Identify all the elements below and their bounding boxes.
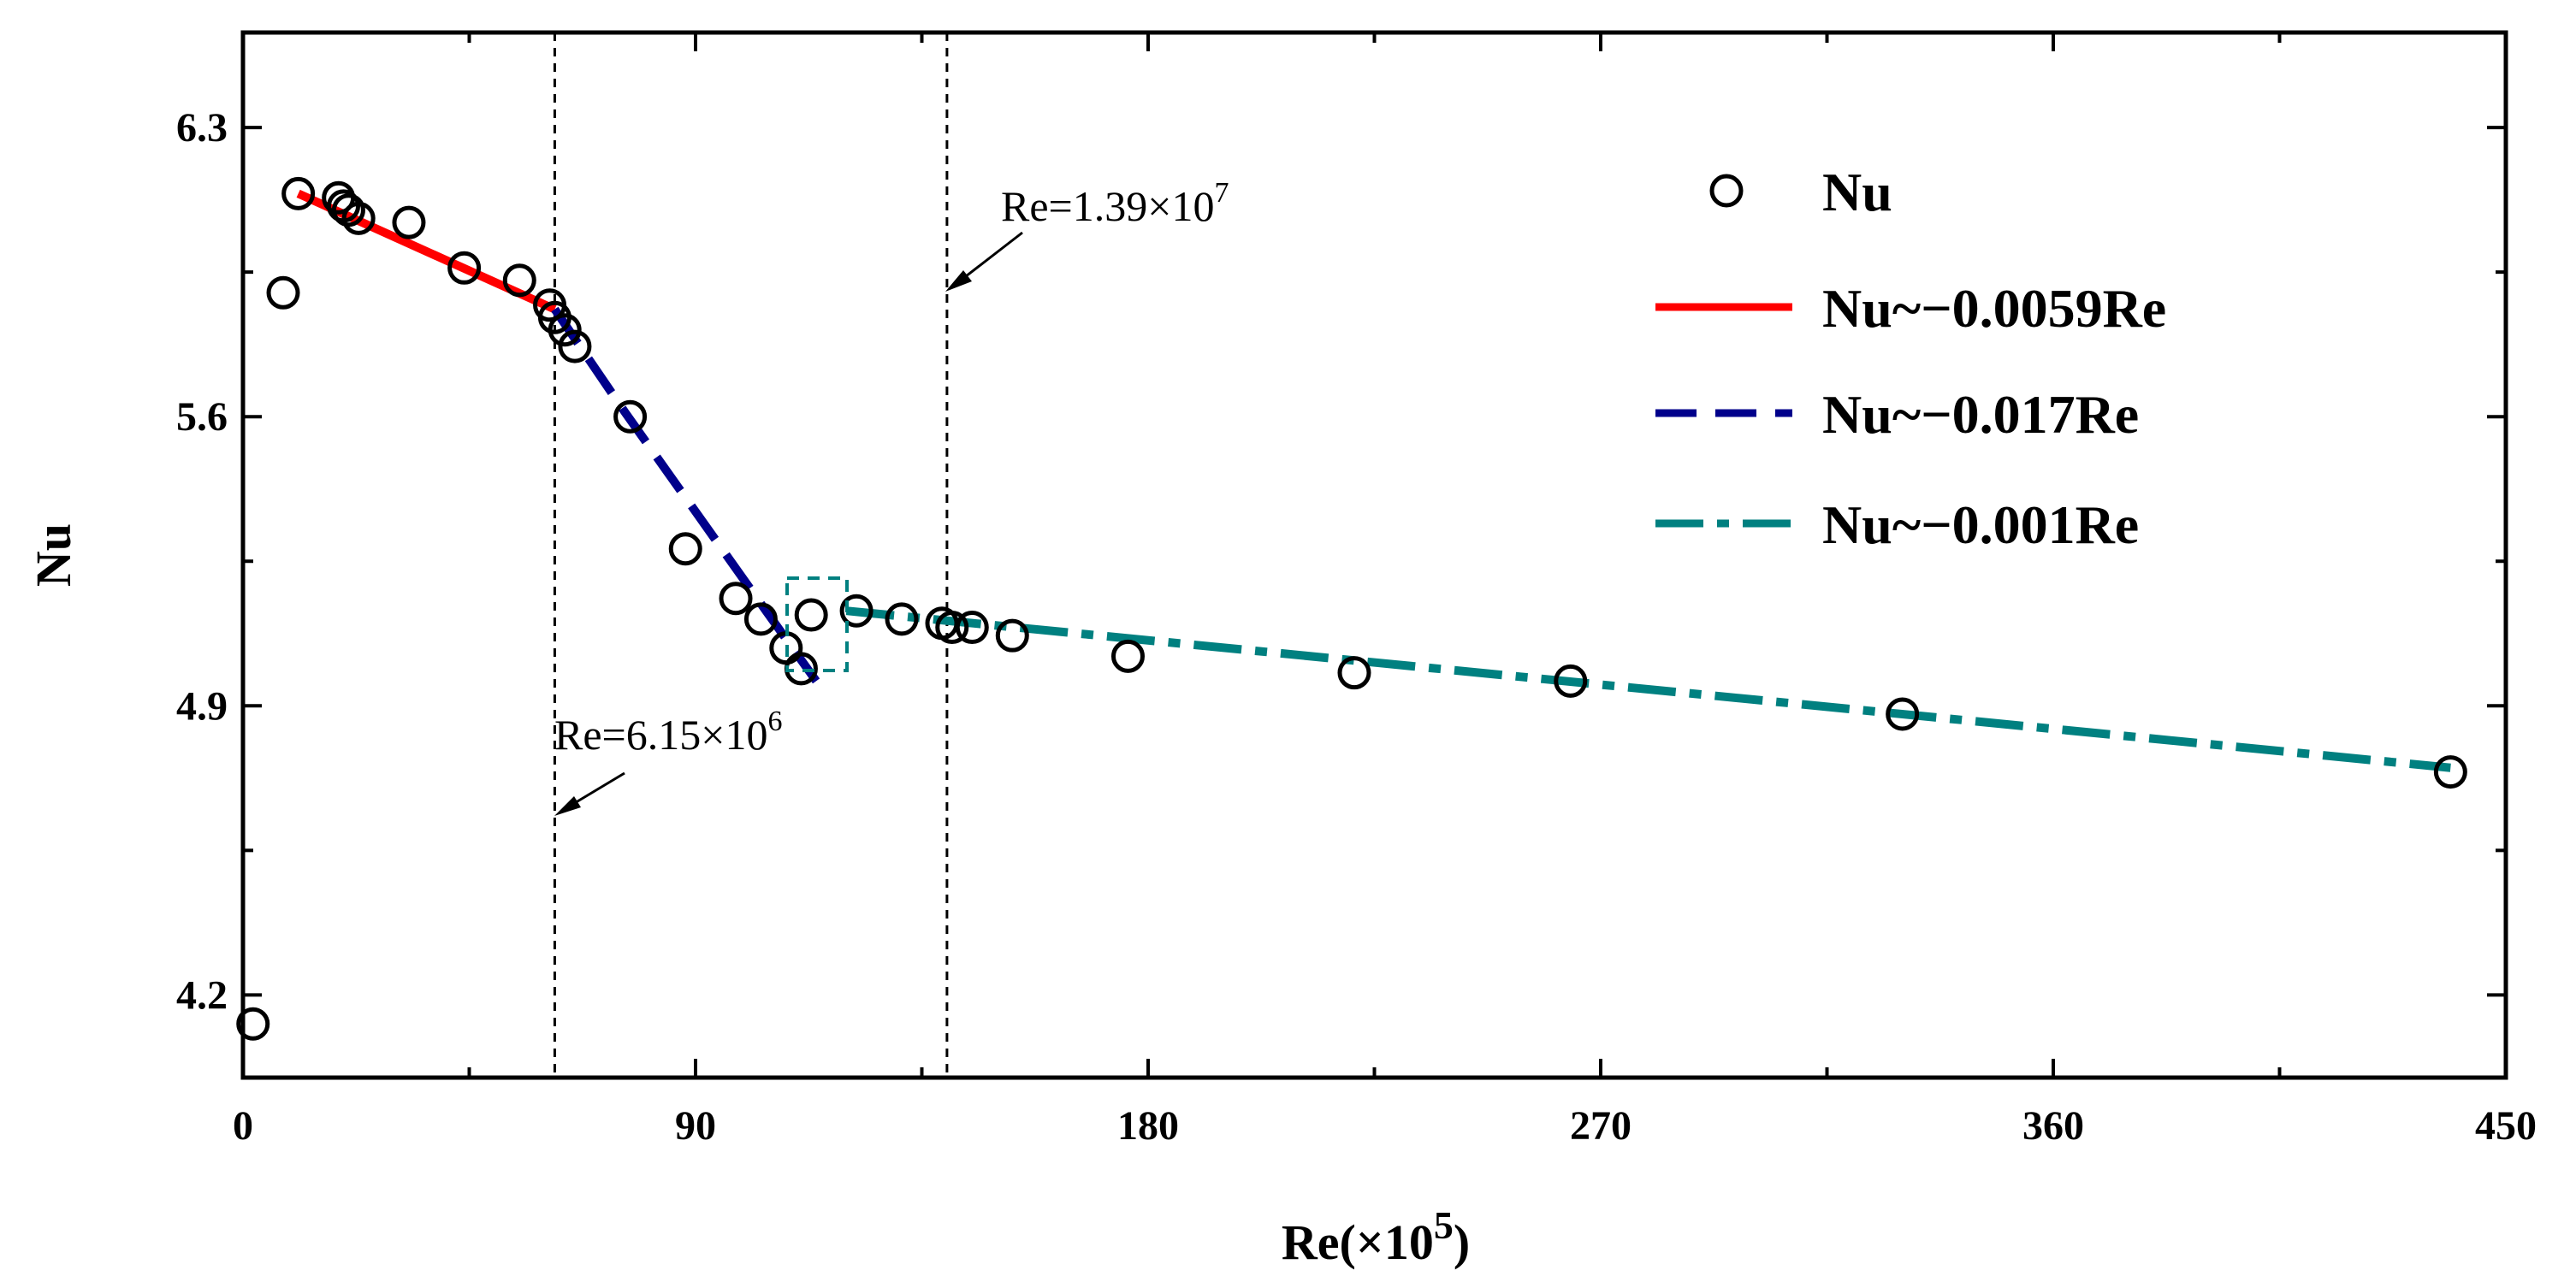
data-point	[548, 313, 582, 347]
legend-label-nu: Nu	[1822, 162, 1892, 222]
data-point	[719, 582, 753, 616]
vertical-markers	[553, 32, 949, 1078]
legend-label-fit3: Nu~−0.001Re	[1822, 494, 2139, 555]
fit-line-3	[845, 606, 2451, 772]
data-point	[935, 611, 969, 645]
x-axis-title: Re(×105)	[1282, 1203, 1470, 1270]
data-point	[955, 611, 989, 645]
data-point	[839, 594, 873, 628]
fit-line-2	[551, 306, 820, 684]
data-point	[995, 618, 1029, 653]
x-tick-label: 0	[233, 1103, 253, 1149]
data-point	[236, 1007, 270, 1041]
legend: Nu Nu~−0.0059Re Nu~−0.017Re Nu~−0.001Re	[1655, 162, 2166, 555]
annotation-arrow-right	[945, 231, 1023, 292]
annotation-arrow-left	[554, 771, 625, 816]
data-point	[447, 251, 482, 285]
y-axis-title: Nu	[26, 523, 81, 587]
y-tick-label: 6.3	[176, 105, 228, 151]
data-point	[2433, 755, 2467, 789]
legend-label-fit1: Nu~−0.0059Re	[1822, 278, 2166, 339]
data-points	[236, 176, 2467, 1041]
data-point	[1337, 656, 1371, 690]
data-point	[502, 263, 536, 298]
x-tick-label: 360	[2022, 1103, 2084, 1149]
x-tick-label: 90	[675, 1103, 716, 1149]
data-point	[1110, 639, 1145, 673]
y-tick-label: 4.2	[176, 972, 228, 1018]
data-point	[613, 399, 648, 434]
data-point	[668, 532, 702, 566]
data-point	[1554, 664, 1588, 698]
data-point	[885, 602, 919, 636]
data-point	[1886, 697, 1920, 731]
data-point	[341, 201, 376, 235]
x-tick-label: 450	[2475, 1103, 2537, 1149]
y-tick-label: 4.9	[176, 683, 228, 729]
data-point	[794, 598, 828, 632]
annotation-re-transition-2: Re=1.39×107	[1001, 177, 1229, 230]
data-point	[281, 176, 316, 210]
data-point	[331, 193, 365, 227]
plot-frame	[240, 30, 2508, 1080]
data-point	[558, 329, 592, 363]
axis-ticks: 0 90 180 270 360 450 4.2 4.9 5.6 6.3	[176, 32, 2537, 1149]
data-point	[266, 275, 300, 310]
data-point	[743, 602, 778, 636]
annotation-re-transition-1: Re=6.15×106	[554, 706, 782, 759]
legend-marker-nu	[1709, 174, 1744, 208]
x-tick-label: 270	[1570, 1103, 1631, 1149]
transition-highlight-box	[785, 576, 849, 672]
x-tick-label: 180	[1117, 1103, 1179, 1149]
y-tick-label: 5.6	[176, 394, 228, 440]
data-point	[392, 205, 426, 239]
legend-label-fit2: Nu~−0.017Re	[1822, 384, 2139, 445]
